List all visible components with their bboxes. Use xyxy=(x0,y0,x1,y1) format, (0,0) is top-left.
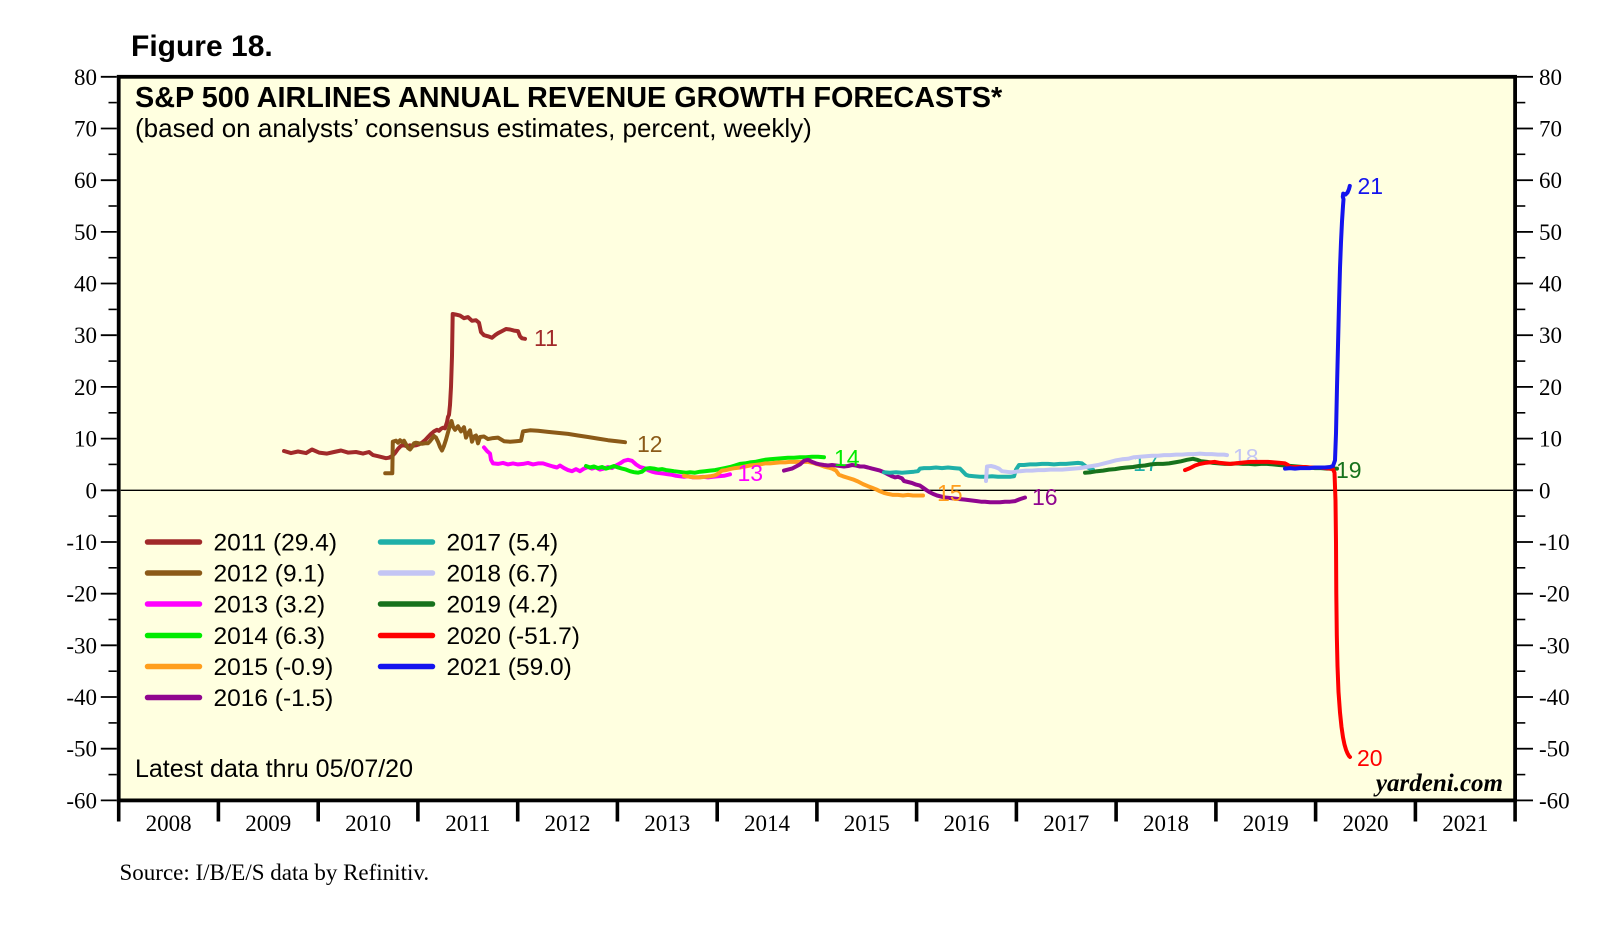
svg-text:2019: 2019 xyxy=(1243,811,1289,836)
svg-text:70: 70 xyxy=(1539,117,1562,142)
svg-text:-40: -40 xyxy=(66,685,97,710)
svg-text:60: 60 xyxy=(1539,168,1562,193)
svg-text:2009: 2009 xyxy=(245,811,291,836)
svg-text:20: 20 xyxy=(74,375,97,400)
svg-text:-30: -30 xyxy=(1539,633,1570,658)
svg-text:16: 16 xyxy=(1032,484,1058,510)
svg-text:-40: -40 xyxy=(1539,685,1570,710)
svg-text:2012: 2012 xyxy=(545,811,591,836)
svg-text:(based on analysts’ consensus: (based on analysts’ consensus estimates,… xyxy=(135,113,812,143)
svg-text:2013 (3.2): 2013 (3.2) xyxy=(214,592,326,619)
svg-text:2013: 2013 xyxy=(644,811,690,836)
svg-text:80: 80 xyxy=(1539,65,1562,90)
svg-text:40: 40 xyxy=(74,272,97,297)
svg-text:2014 (6.3): 2014 (6.3) xyxy=(214,623,326,650)
svg-text:12: 12 xyxy=(637,431,663,457)
svg-text:2011: 2011 xyxy=(445,811,490,836)
svg-text:-50: -50 xyxy=(66,737,97,762)
svg-text:2012 (9.1): 2012 (9.1) xyxy=(214,561,326,588)
svg-text:Latest data thru 05/07/20: Latest data thru 05/07/20 xyxy=(135,755,413,783)
svg-text:50: 50 xyxy=(74,220,97,245)
svg-text:19: 19 xyxy=(1336,457,1362,483)
svg-text:10: 10 xyxy=(74,427,97,452)
svg-text:Figure 18.: Figure 18. xyxy=(131,30,273,63)
svg-text:30: 30 xyxy=(1539,323,1562,348)
svg-text:-10: -10 xyxy=(1539,530,1570,555)
svg-text:70: 70 xyxy=(74,117,97,142)
svg-text:13: 13 xyxy=(738,460,764,486)
svg-text:-20: -20 xyxy=(66,582,97,607)
svg-text:2008: 2008 xyxy=(146,811,192,836)
svg-text:20: 20 xyxy=(1357,745,1383,771)
svg-text:-60: -60 xyxy=(1539,788,1570,813)
svg-text:15: 15 xyxy=(937,480,963,506)
svg-text:11: 11 xyxy=(534,325,558,351)
svg-text:-20: -20 xyxy=(1539,582,1570,607)
svg-text:40: 40 xyxy=(1539,272,1562,297)
svg-text:2021: 2021 xyxy=(1442,811,1488,836)
svg-text:2017: 2017 xyxy=(1043,811,1089,836)
svg-text:-30: -30 xyxy=(66,633,97,658)
svg-text:2017 (5.4): 2017 (5.4) xyxy=(447,530,559,557)
svg-text:-60: -60 xyxy=(66,788,97,813)
svg-text:2020 (-51.7): 2020 (-51.7) xyxy=(447,623,580,650)
svg-text:0: 0 xyxy=(86,478,98,503)
svg-text:2014: 2014 xyxy=(744,811,791,836)
svg-text:2018: 2018 xyxy=(1143,811,1189,836)
svg-text:-10: -10 xyxy=(66,530,97,555)
svg-text:Source: I/B/E/S data by Refini: Source: I/B/E/S data by Refinitiv. xyxy=(120,860,430,885)
svg-text:yardeni.com: yardeni.com xyxy=(1373,770,1503,797)
svg-text:2016: 2016 xyxy=(944,811,990,836)
svg-text:2020: 2020 xyxy=(1343,811,1389,836)
svg-text:-50: -50 xyxy=(1539,737,1570,762)
svg-text:0: 0 xyxy=(1539,478,1551,503)
svg-text:80: 80 xyxy=(74,65,97,90)
svg-text:2019 (4.2): 2019 (4.2) xyxy=(447,592,559,619)
svg-text:30: 30 xyxy=(74,323,97,348)
svg-text:21: 21 xyxy=(1358,173,1384,199)
svg-text:50: 50 xyxy=(1539,220,1562,245)
svg-text:2011 (29.4): 2011 (29.4) xyxy=(214,530,338,557)
svg-text:20: 20 xyxy=(1539,375,1562,400)
svg-text:60: 60 xyxy=(74,168,97,193)
svg-text:14: 14 xyxy=(834,445,860,471)
svg-text:2015: 2015 xyxy=(844,811,890,836)
svg-text:2016 (-1.5): 2016 (-1.5) xyxy=(214,685,334,712)
svg-text:S&P 500 AIRLINES ANNUAL REVENU: S&P 500 AIRLINES ANNUAL REVENUE GROWTH F… xyxy=(135,82,1003,114)
svg-text:2018 (6.7): 2018 (6.7) xyxy=(447,561,559,588)
svg-text:2015 (-0.9): 2015 (-0.9) xyxy=(214,654,334,681)
svg-text:10: 10 xyxy=(1539,427,1562,452)
svg-text:2021 (59.0): 2021 (59.0) xyxy=(447,654,572,681)
svg-text:2010: 2010 xyxy=(345,811,391,836)
